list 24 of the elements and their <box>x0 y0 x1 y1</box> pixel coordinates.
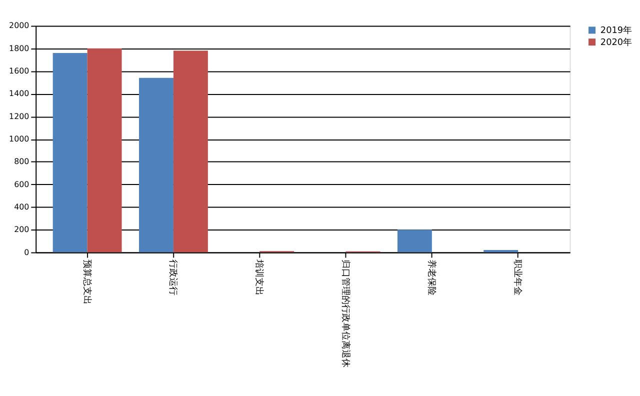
legend-label: 2020年 <box>600 37 632 48</box>
bar <box>52 52 88 252</box>
y-tick-label: 200 <box>14 225 30 234</box>
x-tick-label: 养老保险 <box>426 260 437 296</box>
y-tick-label: 0 <box>24 248 30 257</box>
y-tick-label: 1600 <box>9 66 30 76</box>
y-tick-label: 2000 <box>9 21 30 30</box>
x-tick-label: 归口管理的行政单位离退休 <box>340 260 351 368</box>
bar <box>87 48 122 252</box>
bar <box>173 50 208 252</box>
bar <box>397 230 432 252</box>
x-tick-label: 行政运行 <box>167 260 178 296</box>
y-tick-label: 400 <box>14 202 30 212</box>
y-tick-label: 600 <box>14 180 30 189</box>
y-tick-label: 1400 <box>9 89 30 98</box>
x-tick-label: 预算总支出 <box>81 260 92 305</box>
y-tick-label: 1000 <box>9 134 30 144</box>
legend-label: 2019年 <box>600 25 632 36</box>
x-tick-label: 培训支出 <box>254 258 265 296</box>
x-tick-label: 职业年金 <box>512 260 524 296</box>
y-tick-label: 1800 <box>9 44 30 53</box>
y-tick-label: 1200 <box>9 112 30 121</box>
y-tick-label: 800 <box>14 157 30 166</box>
bar <box>138 78 174 252</box>
